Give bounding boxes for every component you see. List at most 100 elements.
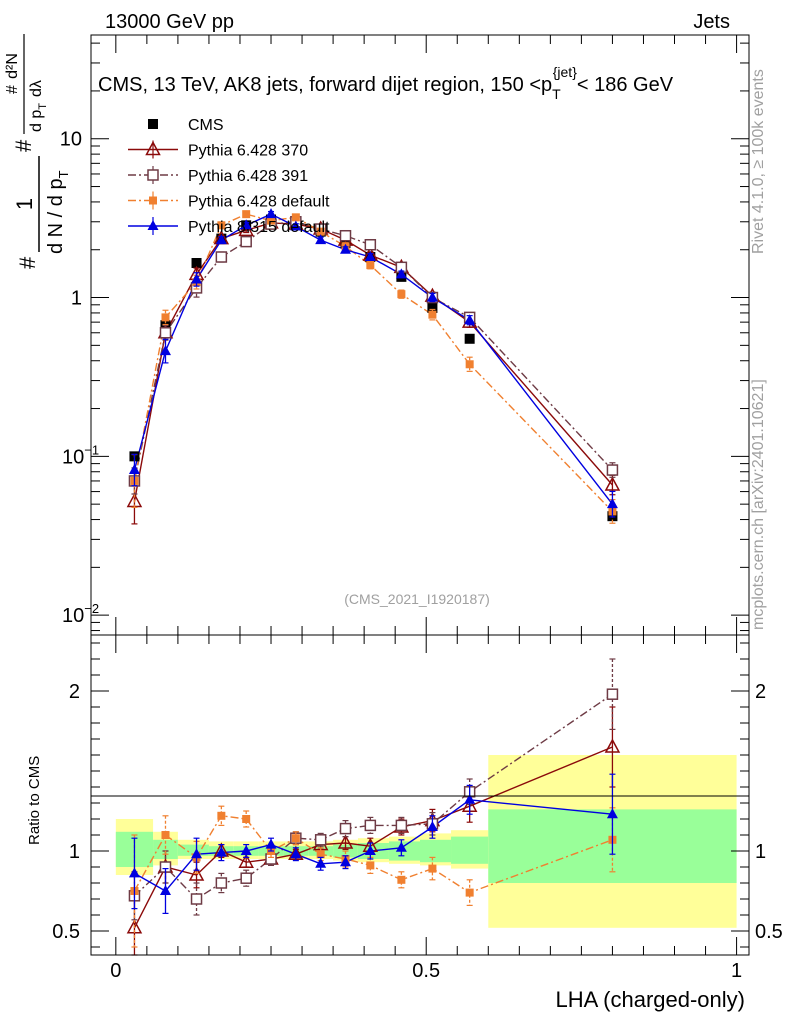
ylabel-dpT-sub: T — [37, 103, 49, 110]
data-point-pythia-6-428-default — [316, 227, 325, 236]
legend-label-pythia-6-428-370: Pythia 6.428 370 — [188, 143, 308, 160]
ratio-panel-frame — [90, 634, 750, 956]
y-tick-exponent: −2 — [84, 601, 99, 616]
legend-label-pythia-8-315-default: Pythia 8.315 default — [188, 219, 330, 236]
data-point-pythia-6-428-default — [242, 210, 251, 219]
legend-marker-pythia-6-428-391 — [147, 169, 159, 181]
ratio-band-inner — [153, 839, 178, 859]
ratio-point-pythia-8-315-default — [128, 867, 140, 878]
ylabel-hash-top: # — [4, 85, 21, 94]
y-tick-label: 1 — [71, 288, 82, 310]
ratio-band-inner — [451, 836, 489, 864]
data-point-pythia-8-315-default — [215, 234, 227, 245]
data-point-pythia-6-428-default — [366, 261, 375, 270]
data-point-pythia-8-315-default — [364, 251, 376, 262]
x-tick-label: 1 — [731, 960, 742, 982]
data-point-pythia-6-428-391 — [159, 327, 172, 339]
data-point-pythia-6-428-370 — [238, 221, 254, 237]
series-line-pythia-6-428-370 — [133, 222, 613, 502]
legend-marker-pythia-8-315-default — [147, 220, 159, 230]
data-point-pythia-6-428-default — [217, 221, 226, 230]
ratio-tick-label-right: 0.5 — [755, 921, 783, 943]
ylabel-dN: d N / d pT — [45, 170, 71, 254]
ratio-point-pythia-6-428-default — [291, 834, 300, 843]
mcplots-label: mcplots.cern.ch [arXiv:2401.10621] — [750, 379, 767, 630]
ratio-point-pythia-6-428-391 — [240, 872, 252, 884]
ylabel-dpT: d pTdλ — [28, 80, 49, 132]
data-point-pythia-6-428-391 — [215, 251, 228, 263]
ratio-point-pythia-8-315-default — [159, 885, 171, 895]
ratio-point-pythia-8-315-default — [191, 848, 203, 859]
ratio-tick-label-left: 0.5 — [52, 921, 80, 943]
y-tick-label: 10−1 — [62, 442, 99, 468]
ratio-point-pythia-8-315-default — [606, 808, 618, 819]
data-point-pythia-8-315-default — [265, 208, 277, 219]
y-tick-base: 10 — [60, 129, 82, 151]
data-point-pythia-6-428-391 — [606, 464, 619, 476]
legend-label-cms: CMS — [188, 117, 224, 134]
data-point-pythia-6-428-370 — [604, 476, 621, 491]
data-point-pythia-8-315-default — [426, 291, 438, 302]
data-point-pythia-8-315-default — [606, 498, 618, 509]
data-point-pythia-8-315-default — [464, 314, 476, 325]
ratio-point-pythia-6-428-default — [428, 864, 437, 873]
ratio-point-pythia-6-428-370 — [337, 834, 354, 849]
ratio-point-pythia-8-315-default — [340, 856, 352, 867]
title-sub: T — [552, 86, 561, 102]
ratio-point-pythia-6-428-391 — [314, 834, 327, 846]
ylabel-d2N: d²N — [4, 53, 21, 79]
data-point-pythia-8-315-default — [191, 273, 203, 284]
x-axis-label: LHA (charged-only) — [555, 987, 745, 1012]
data-point-pythia-6-428-default — [428, 310, 437, 319]
ratio-tick-label-right: 1 — [755, 841, 766, 863]
ylabel-dlambda: dλ — [28, 80, 45, 97]
ratio-point-pythia-6-428-default — [161, 831, 170, 839]
ratio-point-pythia-8-315-default — [364, 845, 376, 855]
y-tick-base: 10 — [62, 446, 84, 468]
ratio-tick-label-right: 2 — [755, 681, 766, 703]
ratio-point-pythia-6-428-default — [217, 811, 226, 820]
ratio-band-inner — [420, 839, 452, 863]
title-sup: {jet} — [553, 64, 577, 80]
ylabel-one: 1 — [12, 198, 37, 210]
data-point-pythia-6-428-391 — [364, 238, 377, 251]
data-point-pythia-8-315-default — [315, 234, 327, 245]
legend-marker-pythia-6-428-default — [149, 196, 157, 205]
analysis-watermark: (CMS_2021_I1920187) — [344, 591, 490, 607]
ratio-point-pythia-6-428-391 — [190, 893, 203, 905]
ratio-point-pythia-8-315-default — [215, 846, 227, 857]
ratio-point-pythia-8-315-default — [315, 857, 327, 868]
ratio-point-pythia-6-428-370 — [604, 738, 621, 753]
ylabel-dN-sub: T — [56, 170, 71, 178]
data-point-cms — [191, 258, 202, 269]
ratio-band-inner — [177, 844, 209, 856]
data-point-pythia-6-428-default — [291, 213, 300, 222]
data-point-cms — [427, 302, 438, 313]
ratio-point-pythia-8-315-default — [290, 848, 302, 859]
legend-marker-pythia-6-428-370 — [145, 140, 161, 156]
ratio-point-pythia-8-315-default — [240, 845, 252, 855]
legend-marker-cms — [148, 119, 158, 129]
data-point-pythia-8-315-default — [240, 219, 252, 230]
y-tick-base: 1 — [71, 288, 82, 310]
data-point-pythia-8-315-default — [128, 464, 140, 475]
series-line-pythia-6-428-default — [133, 213, 613, 512]
title-prefix: CMS, 13 TeV, AK8 jets, forward dijet reg… — [98, 74, 552, 96]
y-tick-base: 10 — [62, 605, 84, 627]
legend: CMS Pythia 6.428 370 Pythia 6.428 391 Pythi… — [128, 117, 330, 236]
ylabel-dpT-text: d p — [28, 110, 45, 132]
ratio-ylabel: Ratio to CMS — [26, 756, 43, 845]
ratio-point-pythia-8-315-default — [395, 841, 407, 852]
legend-label-pythia-6-428-391: Pythia 6.428 391 — [188, 168, 308, 185]
ratio-point-pythia-8-315-default — [464, 793, 476, 804]
ylabel-hash-left: # — [15, 256, 40, 269]
data-point-pythia-6-428-391 — [339, 229, 352, 242]
ratio-point-pythia-6-428-default — [366, 861, 375, 870]
ratio-point-pythia-6-428-391 — [364, 819, 377, 832]
data-point-pythia-6-428-default — [465, 360, 474, 369]
data-point-pythia-6-428-default — [161, 313, 170, 322]
ratio-tick-label-left: 2 — [69, 681, 80, 703]
ratio-point-pythia-6-428-391 — [215, 877, 228, 889]
x-tick-label: 0.5 — [412, 960, 440, 982]
